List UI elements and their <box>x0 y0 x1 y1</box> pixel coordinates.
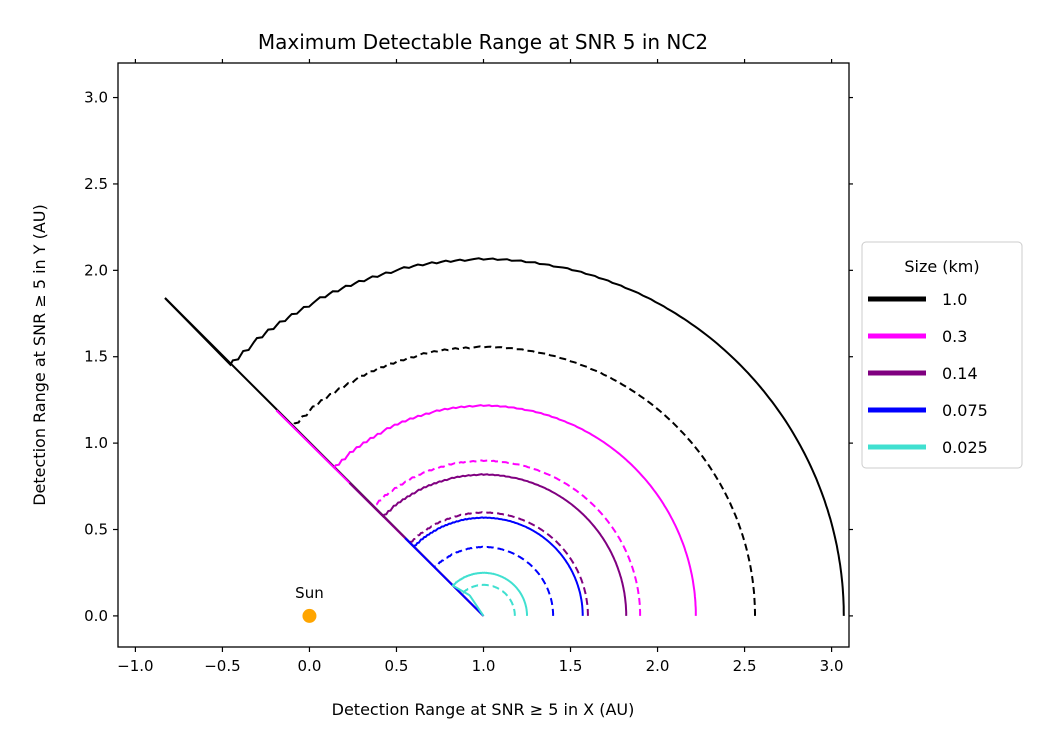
plot-area: Sun <box>164 257 845 623</box>
sun-label: Sun <box>295 584 324 602</box>
y-tick-label: 0.5 <box>84 521 108 539</box>
solid-contour-0.075 <box>404 516 584 616</box>
dashed-contour-0.025 <box>460 583 516 616</box>
legend-title: Size (km) <box>904 257 979 276</box>
x-tick-label: 1.5 <box>559 657 583 675</box>
x-tick-label: 1.0 <box>472 657 496 675</box>
x-tick-label: 3.0 <box>820 657 844 675</box>
x-axis-label: Detection Range at SNR ≥ 5 in X (AU) <box>332 700 635 719</box>
cutoff-line-0.075 <box>404 537 485 617</box>
chart-title: Maximum Detectable Range at SNR 5 in NC2 <box>258 30 708 54</box>
solid-contour-1.0 <box>164 257 845 616</box>
dashed-contour-0.3 <box>372 459 642 616</box>
x-tick-label: 0.5 <box>385 657 409 675</box>
cutoff-line-0.025 <box>468 594 485 617</box>
solid-contour-0.025 <box>451 571 528 616</box>
dashed-contour-0.14 <box>409 511 589 616</box>
x-tick-label: 0.0 <box>298 657 322 675</box>
legend-label-0.3: 0.3 <box>942 327 967 346</box>
dashed-contour-0.075 <box>433 545 555 616</box>
y-axis: 0.0 0.5 1.0 1.5 2.0 2.5 3.0 <box>84 89 853 625</box>
y-tick-label: 0.0 <box>84 607 108 625</box>
legend-label-0.14: 0.14 <box>942 364 978 383</box>
x-tick-label: −0.5 <box>204 657 240 675</box>
y-tick-label: 2.0 <box>84 261 108 279</box>
y-tick-label: 1.5 <box>84 348 108 366</box>
solid-contour-0.3 <box>275 404 697 616</box>
y-tick-label: 2.5 <box>84 175 108 193</box>
legend-label-1.0: 1.0 <box>942 290 967 309</box>
x-axis: −1.0 −0.5 0.0 0.5 1.0 1.5 2.0 2.5 3.0 <box>117 59 844 675</box>
x-tick-label: 2.0 <box>646 657 670 675</box>
solid-contour-0.14 <box>348 473 628 616</box>
x-tick-label: −1.0 <box>117 657 153 675</box>
y-tick-label: 1.0 <box>84 434 108 452</box>
legend-label-0.025: 0.025 <box>942 438 988 457</box>
legend: Size (km) 1.0 0.3 0.14 0.075 0.025 <box>861 241 1023 469</box>
y-tick-label: 3.0 <box>84 89 108 107</box>
legend-items: 1.0 0.3 0.14 0.075 0.025 <box>868 290 988 457</box>
y-axis-label: Detection Range at SNR ≥ 5 in Y (AU) <box>30 204 49 506</box>
dashed-contour-1.0 <box>291 345 756 616</box>
legend-label-0.075: 0.075 <box>942 401 988 420</box>
sun-marker <box>302 608 317 623</box>
x-tick-label: 2.5 <box>733 657 757 675</box>
